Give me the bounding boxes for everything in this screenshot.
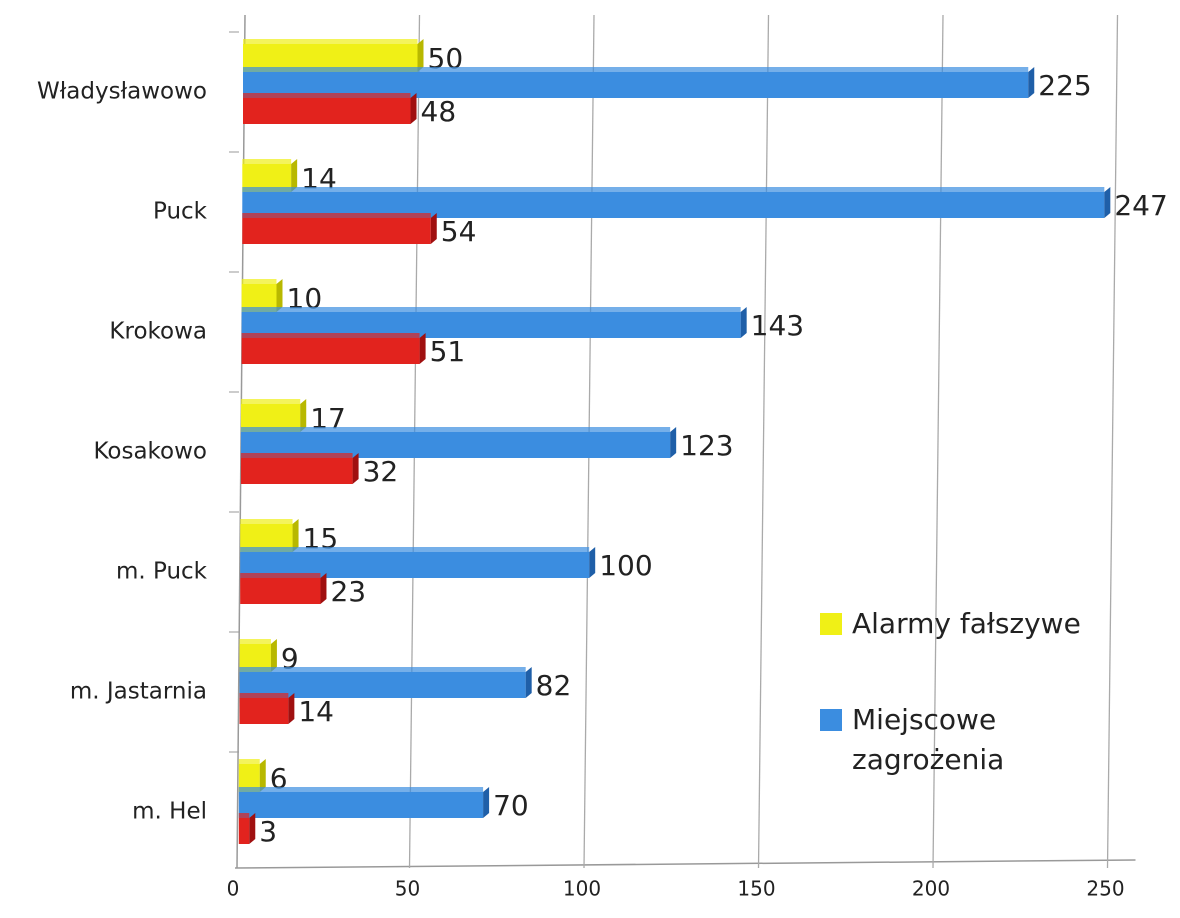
bar-cap (276, 279, 283, 312)
bar-top (242, 187, 1105, 192)
grid-line (757, 14, 770, 869)
bar-top (240, 547, 590, 552)
bar-top (240, 427, 671, 432)
bar-cap (259, 759, 266, 792)
bar-top (238, 813, 250, 818)
bar-top (240, 519, 293, 524)
y-tick-label: m. Hel (132, 799, 207, 825)
value-label: 70 (493, 789, 529, 822)
grid-line (932, 14, 944, 869)
bar-top (240, 453, 353, 458)
bar-cap (292, 519, 299, 552)
y-tick-label: Puck (153, 199, 208, 225)
bar-cap (670, 427, 677, 458)
bar (239, 698, 289, 724)
bar-top (239, 639, 271, 644)
bar-top (238, 787, 484, 792)
bar-top (241, 279, 277, 284)
bar-top (239, 693, 289, 698)
bar-cap (430, 213, 437, 244)
bar (238, 792, 484, 818)
value-label: 6 (270, 762, 288, 795)
grid-line (1106, 14, 1119, 869)
bar-cap (288, 693, 295, 724)
y-tick-label: Władysławowo (37, 79, 207, 105)
bar-cap (352, 453, 359, 484)
bar-cap (249, 813, 256, 844)
bar-cap (740, 307, 747, 338)
value-label: 123 (680, 429, 733, 462)
y-tick-label: Krokowa (109, 319, 207, 345)
bar (241, 338, 420, 364)
bar (238, 818, 250, 844)
bar-top (243, 39, 418, 44)
value-label: 3 (259, 815, 277, 848)
legend-swatch (820, 613, 842, 635)
bar-cap (1028, 67, 1035, 98)
x-tick-label: 50 (395, 877, 420, 901)
bar-cap (410, 93, 417, 124)
value-label: 143 (751, 309, 804, 342)
bar-top (238, 759, 260, 764)
y-tick-label: m. Puck (116, 559, 208, 585)
bar (240, 458, 353, 484)
bar-cap (419, 333, 426, 364)
bar (238, 764, 260, 792)
legend-swatch (820, 709, 842, 731)
bar-top (239, 667, 526, 672)
value-label: 225 (1038, 69, 1091, 102)
value-label: 82 (536, 669, 572, 702)
bar-cap (270, 639, 277, 672)
x-tick-label: 150 (737, 877, 775, 901)
x-tick-label: 100 (563, 877, 601, 901)
bar-cap (483, 787, 490, 818)
bar-cap (1104, 187, 1111, 218)
value-label: 32 (363, 455, 399, 488)
bar-cap (525, 667, 532, 698)
bar-top (243, 67, 1029, 72)
x-tick-label: 0 (227, 877, 240, 901)
value-label: 54 (441, 215, 477, 248)
value-label: 100 (599, 549, 652, 582)
value-label: 51 (430, 335, 466, 368)
legend-label: Miejscowe zagrożenia (852, 703, 1005, 776)
bar-cap (417, 39, 424, 72)
legend-label: Alarmy fałszywe (852, 607, 1081, 640)
x-tick-label: 250 (1086, 877, 1124, 901)
bar-cap (300, 399, 307, 432)
bar-top (241, 333, 420, 338)
bar-cap (589, 547, 596, 578)
value-label: 247 (1114, 189, 1167, 222)
value-label: 9 (281, 642, 299, 675)
bar (243, 98, 411, 124)
value-label: 48 (421, 95, 457, 128)
x-axis (234, 859, 1136, 869)
bar-cap (291, 159, 298, 192)
legend-item: Miejscowe zagrożenia (820, 700, 1150, 780)
bar-top (242, 159, 292, 164)
y-tick-label: m. Jastarnia (70, 679, 207, 705)
bar (240, 578, 321, 604)
value-label: 14 (298, 695, 334, 728)
legend-item: Alarmy fałszywe (820, 604, 1150, 644)
bar-top (242, 213, 431, 218)
x-tick-label: 200 (912, 877, 950, 901)
y-tick-label: Kosakowo (93, 439, 207, 465)
bar-top (240, 399, 301, 404)
bar-top (240, 573, 321, 578)
bar-top (241, 307, 741, 312)
bar-top (243, 93, 411, 98)
bar-cap (320, 573, 327, 604)
bar (242, 218, 431, 244)
value-label: 23 (330, 575, 366, 608)
